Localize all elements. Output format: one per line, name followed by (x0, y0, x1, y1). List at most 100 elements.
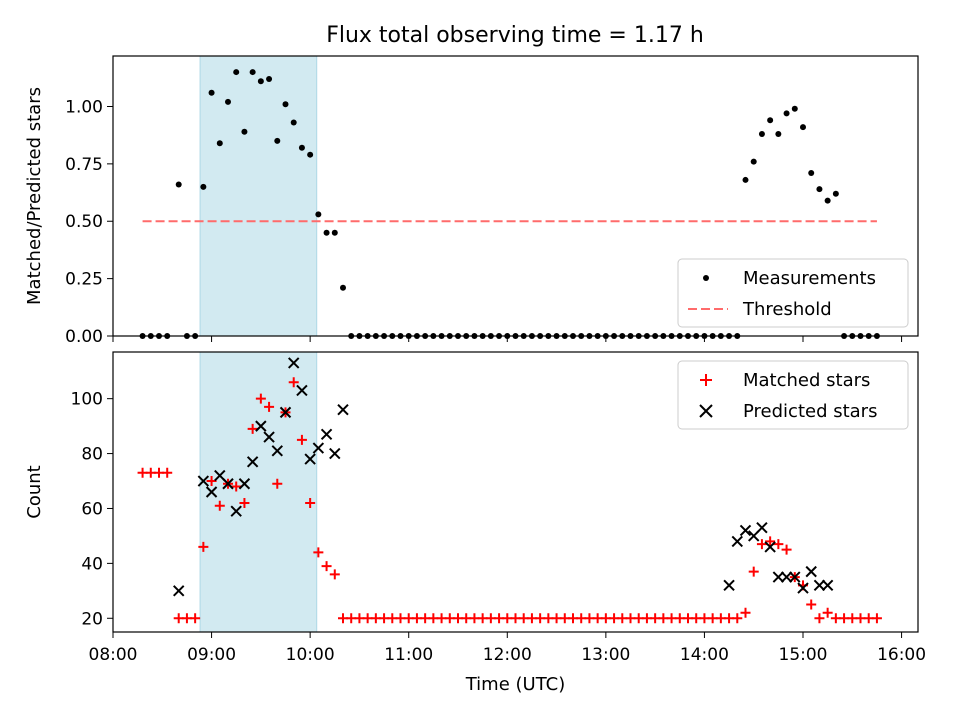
data-point (282, 101, 289, 108)
plot-frame (112, 55, 919, 337)
data-point (765, 536, 776, 547)
data-point (313, 547, 324, 558)
data-point (238, 478, 251, 490)
data-point (783, 110, 790, 117)
series-bottom-0 (137, 377, 882, 624)
data-point (205, 486, 218, 498)
series-bottom-1 (173, 357, 834, 597)
data-point (255, 420, 267, 432)
legend-x-icon (699, 404, 713, 418)
data-point (255, 393, 266, 404)
x-axis-label: Time (UTC) (465, 674, 566, 695)
data-point (239, 497, 250, 508)
data-point (298, 144, 305, 151)
data-point (323, 229, 330, 236)
data-point (781, 544, 792, 555)
data-point (312, 442, 325, 454)
y-tick-label: 0.50 (65, 212, 103, 232)
data-point (271, 445, 283, 457)
data-point (241, 128, 248, 135)
data-point (263, 431, 275, 443)
data-point (742, 176, 749, 183)
data-point (756, 521, 768, 534)
legend-label: Measurements (743, 268, 876, 289)
y-tick-label: 80 (81, 445, 103, 465)
data-point (816, 186, 823, 193)
data-point (732, 613, 743, 624)
legend-box (677, 360, 909, 430)
x-tick-label: 11:00 (384, 645, 433, 665)
y-tick-label: 60 (81, 499, 103, 519)
y-axis-label: Matched/Predicted stars (24, 87, 45, 305)
legend-box (677, 258, 909, 328)
data-point (822, 607, 833, 618)
data-point (329, 447, 341, 460)
data-point (197, 475, 210, 487)
y-axis-label: Count (24, 465, 45, 518)
legend: Measurements Threshold (677, 258, 909, 328)
x-tick-label: 16:00 (877, 645, 926, 665)
data-point (800, 124, 806, 131)
data-point (797, 582, 809, 594)
data-point (808, 170, 815, 177)
bottom-panel: 20 40 60 80 100 08:00 09:00 10:00 11:00 12:00 13:0… (24, 351, 926, 695)
data-point (200, 183, 207, 190)
x-tick-label: 13:00 (581, 645, 630, 665)
data-point (304, 453, 316, 465)
data-point (824, 197, 831, 204)
data-point (773, 539, 784, 550)
data-point (723, 579, 735, 592)
data-point (758, 131, 765, 138)
data-point (307, 151, 314, 158)
data-point (871, 613, 882, 624)
data-point (813, 579, 826, 592)
data-point (821, 579, 834, 592)
data-point (739, 524, 752, 537)
data-point (257, 78, 264, 85)
data-point (750, 158, 757, 165)
data-point (806, 599, 817, 610)
data-point (208, 89, 215, 96)
data-point (231, 481, 242, 492)
data-point (772, 571, 785, 583)
data-point (264, 401, 275, 412)
legend-label: Predicted stars (743, 401, 877, 422)
data-point (233, 69, 240, 76)
data-point (288, 357, 300, 369)
y-tick-label: 100 (71, 390, 103, 410)
data-point (222, 478, 234, 490)
data-point (198, 541, 209, 552)
x-tick-label: 12:00 (483, 645, 532, 665)
x-tick-label: 14:00 (680, 645, 729, 665)
legend-dot-icon (703, 275, 709, 281)
data-point (225, 98, 231, 105)
data-point (814, 613, 825, 624)
data-point (780, 571, 793, 583)
data-point (320, 428, 333, 441)
data-point (266, 75, 273, 82)
data-point (321, 561, 332, 572)
data-point (832, 190, 839, 197)
data-point (246, 456, 259, 468)
chart-title: Flux total observing time = 1.17 h (326, 23, 704, 48)
data-point (315, 211, 322, 218)
data-point (288, 377, 299, 388)
data-point (290, 119, 297, 126)
data-point (216, 140, 223, 147)
highlight-span (199, 55, 318, 337)
data-point (272, 478, 283, 489)
data-point (805, 565, 817, 578)
x-tick-label: 08:00 (89, 645, 138, 665)
legend-plus-icon (700, 374, 712, 386)
data-point (748, 566, 759, 577)
y-tick-label: 20 (81, 609, 103, 629)
legend: Matched stars Predicted stars (677, 360, 909, 430)
data-point (337, 403, 349, 416)
top-panel: 0.00 0.25 0.50 0.75 1.00 Matched/Predicted st… (24, 55, 919, 347)
data-point (340, 284, 346, 291)
data-point (214, 500, 225, 511)
data-point (789, 571, 801, 583)
data-point (296, 434, 307, 445)
